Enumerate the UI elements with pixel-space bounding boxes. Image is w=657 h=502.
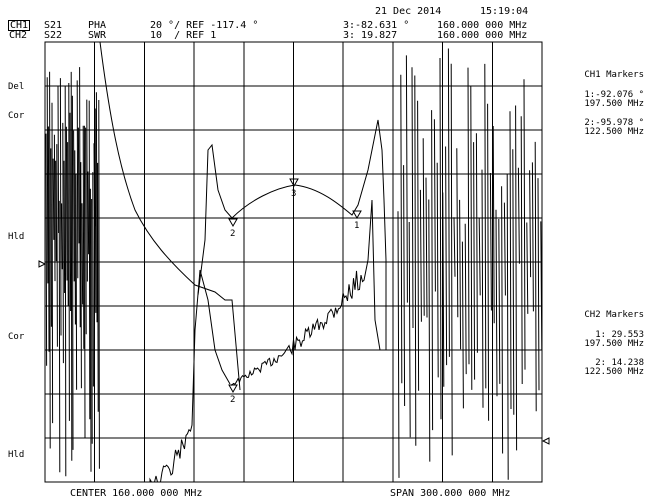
center-frequency-label: CENTER 160.000 000 MHz [70, 488, 203, 499]
ch1-markers-title: CH1 Markers [584, 70, 644, 80]
ch1-correction-annotation: Cor [8, 111, 25, 121]
ch1-marker2-value: 2:-95.978 ° [584, 118, 644, 128]
ch1-format: PHA [88, 20, 107, 31]
ch1-marker-1-label: 1 [354, 221, 359, 231]
delay-annotation: Del [8, 82, 25, 92]
ch2-trace-ramp [231, 199, 381, 387]
ch2-marker2-frequency: 122.500 MHz [584, 367, 644, 377]
ch1-indicator[interactable]: CH1 [8, 20, 31, 31]
span-label: SPAN 300.000 000 MHz [390, 488, 511, 499]
ch2-hold-annotation: Hld [8, 450, 25, 460]
ch2-scale: 10 / REF 1 [150, 30, 217, 41]
ch1-marker-3-label: 3 [291, 189, 296, 199]
ch2-trace-rise [149, 269, 231, 483]
ch2-indicator[interactable]: CH2 [9, 30, 28, 41]
ch1-trace-hump [197, 119, 387, 350]
ch1-marker1-frequency: 197.500 MHz [584, 99, 644, 109]
ch2-marker-2 [228, 384, 238, 394]
ch1-marker2-frequency: 122.500 MHz [584, 127, 644, 137]
ch1-hold-annotation: Hld [8, 232, 25, 242]
ch1-active-frequency: 160.000 000 MHz [437, 20, 528, 31]
time-label: 15:19:04 [480, 6, 529, 17]
traces [45, 41, 543, 483]
ch1-parameter: S21 [44, 20, 63, 31]
ch2-active-marker: 3: 19.827 [343, 30, 398, 41]
ch2-marker1-value: 1: 29.553 [595, 330, 644, 340]
ch2-reference-arrow [541, 437, 550, 445]
date-label: 21 Dec 2014 [375, 6, 442, 17]
graticule [44, 41, 543, 483]
ch1-marker1-value: 1:-92.076 ° [584, 90, 644, 100]
ch2-correction-annotation: Cor [8, 332, 25, 342]
ch1-marker-2 [228, 218, 238, 228]
trace-markers: 2 3 1 2 [38, 178, 550, 445]
ch1-marker-3 [289, 178, 299, 188]
ch1-scale: 20 °/ REF -117.4 ° [150, 20, 259, 31]
ch2-active-frequency: 160.000 000 MHz [437, 30, 528, 41]
trace-noise-right [397, 48, 543, 480]
ch2-marker2-value: 2: 14.238 [595, 358, 644, 368]
ch1-marker-1 [352, 210, 362, 220]
ch2-format: SWR [88, 30, 107, 41]
ch2-marker1-frequency: 197.500 MHz [584, 339, 644, 349]
ch2-markers-title: CH2 Markers [584, 310, 644, 320]
ch1-active-marker: 3:-82.631 ° [343, 20, 410, 31]
ch1-reference-arrow [38, 260, 47, 268]
ch1-marker-2-label: 2 [230, 229, 235, 239]
ch2-parameter: S22 [44, 30, 63, 41]
ch2-marker-2-label: 2 [230, 395, 235, 405]
ch1-trace-falling [99, 41, 241, 391]
ch1-noise-left [45, 67, 100, 477]
